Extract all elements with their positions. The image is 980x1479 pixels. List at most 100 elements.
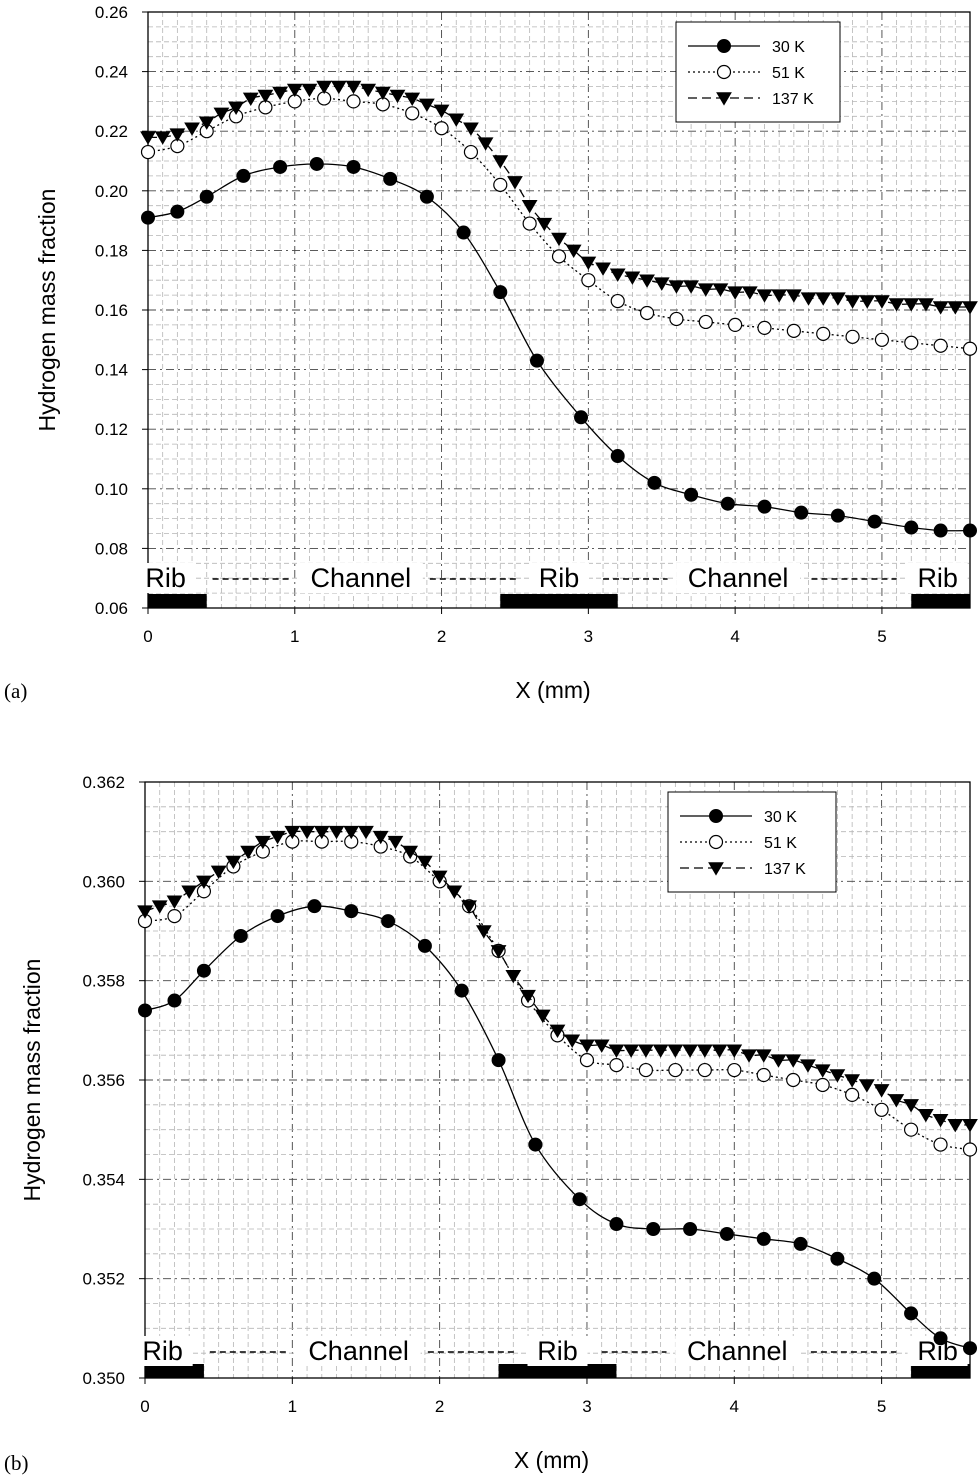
panel-label: (b) bbox=[4, 1451, 29, 1475]
data-point bbox=[196, 875, 212, 889]
data-point bbox=[564, 1034, 581, 1048]
data-point bbox=[933, 523, 948, 538]
data-point bbox=[609, 1217, 624, 1232]
region-label-channel: Channel bbox=[687, 1336, 788, 1366]
region-label-channel: Channel bbox=[688, 563, 789, 593]
data-point bbox=[844, 1074, 861, 1088]
data-point bbox=[169, 128, 186, 142]
x-tick-label: 5 bbox=[877, 627, 886, 646]
data-point bbox=[800, 1059, 816, 1073]
data-point bbox=[492, 155, 509, 169]
region-annotations: Rib Channel Rib Channel Rib bbox=[132, 1336, 968, 1366]
data-point bbox=[888, 1094, 905, 1108]
data-point bbox=[815, 1077, 830, 1093]
data-point bbox=[786, 1072, 801, 1088]
x-tick-label: 1 bbox=[288, 1397, 297, 1416]
data-point bbox=[254, 835, 271, 850]
data-point bbox=[446, 885, 463, 899]
data-point bbox=[580, 256, 597, 270]
region-label-bg bbox=[296, 1336, 421, 1366]
legend-label: 51 K bbox=[764, 835, 797, 852]
data-point bbox=[874, 295, 890, 309]
series-51k bbox=[137, 834, 978, 1157]
legend-marker bbox=[708, 862, 724, 876]
data-point bbox=[794, 505, 809, 520]
data-point bbox=[963, 523, 977, 538]
data-point bbox=[360, 83, 377, 98]
y-axis-label: Hydrogen mass fraction bbox=[19, 959, 45, 1202]
data-point bbox=[433, 104, 450, 118]
region-label-bg bbox=[529, 563, 589, 593]
data-point bbox=[814, 1064, 831, 1078]
y-tick-label: 0.356 bbox=[82, 1071, 125, 1090]
region-label-rib: Rib bbox=[537, 1336, 578, 1366]
data-point bbox=[579, 1039, 595, 1053]
data-point bbox=[639, 274, 655, 288]
data-point bbox=[434, 121, 449, 136]
data-point bbox=[572, 1192, 587, 1207]
x-tick-label: 2 bbox=[437, 627, 446, 646]
data-point bbox=[233, 928, 248, 943]
data-point bbox=[646, 1222, 661, 1236]
data-point bbox=[684, 487, 699, 502]
y-tick-label: 0.358 bbox=[82, 972, 125, 991]
data-point bbox=[270, 909, 285, 924]
data-point bbox=[198, 116, 215, 130]
data-point bbox=[137, 905, 153, 919]
data-point bbox=[933, 1137, 948, 1152]
data-point bbox=[669, 311, 684, 327]
legend-label: 30 K bbox=[772, 39, 805, 56]
data-point bbox=[417, 938, 432, 953]
y-axis: 0.350 0.352 0.354 0.356 0.358 0.360 0.362 bbox=[82, 773, 145, 1388]
data-point bbox=[741, 286, 758, 300]
region-label-bg bbox=[132, 1336, 193, 1366]
data-point bbox=[284, 825, 301, 840]
data-point bbox=[140, 131, 156, 145]
series-line bbox=[147, 97, 971, 350]
data-point bbox=[593, 1039, 610, 1053]
legend-marker bbox=[717, 39, 731, 53]
data-point bbox=[933, 338, 948, 353]
data-point bbox=[475, 925, 492, 939]
y-tick-label: 0.362 bbox=[82, 773, 125, 792]
legend-marker bbox=[716, 64, 732, 80]
data-point bbox=[170, 204, 185, 219]
data-point bbox=[389, 89, 406, 104]
data-point bbox=[309, 156, 324, 171]
data-point bbox=[595, 262, 611, 276]
rib-bars bbox=[148, 594, 970, 608]
data-point bbox=[918, 298, 934, 312]
rib-bar bbox=[498, 1364, 617, 1378]
data-point bbox=[534, 1009, 551, 1024]
data-point bbox=[299, 825, 315, 840]
data-point bbox=[667, 1044, 684, 1058]
data-point bbox=[756, 1067, 771, 1083]
y-tick-label: 0.08 bbox=[95, 539, 128, 558]
data-point bbox=[167, 993, 182, 1008]
data-point bbox=[668, 1062, 683, 1078]
x-tick-label: 1 bbox=[290, 627, 299, 646]
data-point bbox=[166, 895, 183, 909]
x-tick-label: 0 bbox=[143, 627, 152, 646]
data-point bbox=[962, 1142, 978, 1157]
data-point bbox=[653, 277, 670, 291]
data-point bbox=[609, 268, 626, 282]
data-point bbox=[829, 1069, 846, 1083]
y-axis: 0.06 0.08 0.10 0.12 0.14 0.16 0.18 0.20 0.22 0.24… bbox=[95, 3, 148, 618]
legend-label: 137 K bbox=[764, 861, 806, 878]
data-point bbox=[727, 286, 744, 300]
data-point bbox=[387, 835, 404, 850]
data-point bbox=[493, 285, 508, 300]
data-point bbox=[196, 963, 211, 978]
y-tick-label: 0.360 bbox=[82, 872, 125, 891]
data-point bbox=[932, 301, 949, 315]
data-point bbox=[505, 969, 522, 984]
x-tick-label: 5 bbox=[877, 1397, 886, 1416]
chart-panel-b: 0.350 0.352 0.354 0.356 0.358 0.360 0.362 0 1 2 3 4… bbox=[4, 773, 978, 1475]
data-point bbox=[313, 825, 330, 840]
data-point bbox=[286, 83, 303, 98]
data-point bbox=[528, 1137, 543, 1152]
data-point bbox=[859, 295, 876, 309]
data-point bbox=[383, 171, 398, 186]
data-point bbox=[381, 914, 396, 929]
